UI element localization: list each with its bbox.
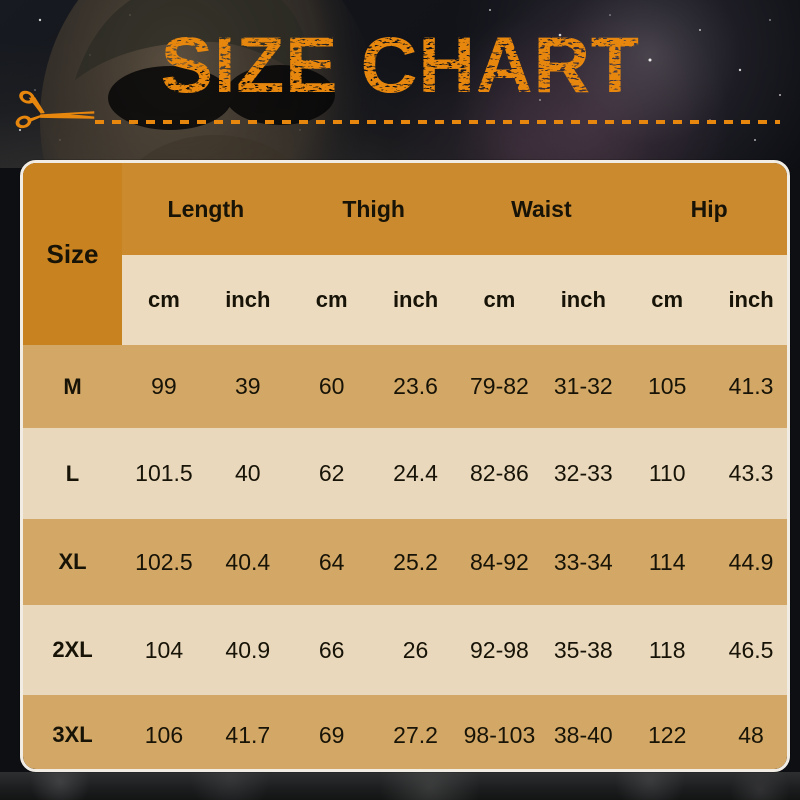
svg-text:SIZE CHART: SIZE CHART	[161, 20, 640, 109]
